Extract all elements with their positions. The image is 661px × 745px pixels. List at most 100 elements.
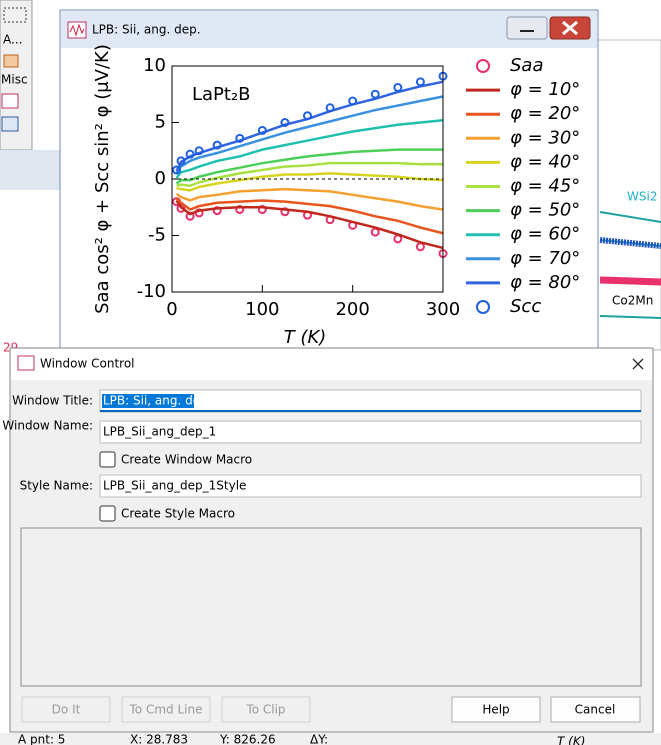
field-label: Window Title: [12, 394, 93, 408]
series-line [175, 199, 444, 250]
data-point [393, 82, 403, 92]
data-point [280, 118, 290, 127]
status-text: T (K) [557, 735, 585, 745]
button-label[interactable]: Cancel [575, 703, 616, 717]
close-icon [562, 20, 578, 36]
annotation: LaPt₂B [192, 84, 251, 105]
legend-label: φ = 20° [510, 103, 580, 124]
data-point [257, 125, 267, 135]
y-tick-label: 0 [155, 168, 166, 189]
dialog-close[interactable] [632, 358, 644, 370]
draw-tool[interactable] [3, 54, 19, 68]
button[interactable] [121, 696, 211, 723]
legend-label: Saa [510, 55, 544, 76]
legend-label: φ = 30° [510, 127, 580, 148]
y-tick-label: 10 [143, 55, 166, 76]
button-label[interactable]: To Cmd Line [129, 703, 203, 717]
button-label[interactable]: Do It [52, 703, 81, 717]
button[interactable] [451, 696, 541, 723]
field-label: Style Name: [20, 479, 93, 493]
checkbox[interactable] [99, 505, 116, 522]
legend-label: φ = 80° [510, 272, 580, 293]
chart: T (K) Saa cos² φ + Scc sin² φ (μV/K) LaP… [92, 44, 580, 348]
y-tick-label: 5 [155, 112, 166, 133]
status-text: A pnt: 5 [18, 733, 65, 745]
series-line [175, 187, 444, 211]
legend-label: Scc [510, 296, 541, 317]
series-line [176, 161, 443, 188]
data-point [194, 146, 204, 156]
status-text: X: 28.783 [130, 733, 188, 745]
plot-area [172, 71, 448, 259]
series-line [175, 95, 444, 175]
data-point [235, 133, 245, 143]
data-point [185, 149, 195, 159]
background-curve [599, 276, 661, 286]
legend-symbol [476, 300, 490, 314]
data-point [212, 140, 222, 150]
x-tick-label: 200 [335, 299, 369, 320]
button[interactable] [21, 696, 111, 723]
button[interactable] [550, 696, 641, 723]
x-tick-label: 0 [166, 299, 177, 320]
legend-label: φ = 10° [510, 79, 580, 100]
data-point [176, 156, 186, 166]
series-line [176, 172, 444, 192]
marquee-tool[interactable] [3, 7, 27, 23]
dialog-title: Window Control [40, 357, 135, 371]
y-tick-label: -5 [148, 225, 166, 246]
command-preview [20, 527, 642, 687]
series-line [175, 118, 444, 179]
y-axis-label: Saa cos² φ + Scc sin² φ (μV/K) [92, 44, 113, 314]
checkbox[interactable] [99, 451, 116, 468]
data-point [348, 96, 358, 106]
legend-label: φ = 50° [510, 200, 580, 221]
field-value[interactable]: LPB_Sii_ang_dep_1 [103, 425, 216, 439]
data-point [415, 77, 425, 87]
legend-label: φ = 40° [510, 151, 580, 172]
series-line [175, 148, 443, 185]
graph-window-title: LPB: Sii, ang. dep. [92, 23, 201, 37]
background-label: WSi2 [627, 190, 657, 204]
background-window [0, 150, 60, 190]
status-text: ΔY: [310, 733, 328, 745]
series-line [175, 197, 444, 235]
field-value[interactable]: LPB: Sii, ang. dep. [103, 394, 212, 408]
data-point [370, 89, 380, 99]
button-label[interactable]: Help [482, 703, 509, 717]
background-label: Co2Mn [612, 294, 653, 308]
button[interactable] [221, 696, 311, 723]
graph-icon[interactable] [1, 93, 19, 109]
x-tick-label: 300 [426, 299, 460, 320]
dialog-icon [17, 355, 35, 371]
checkbox-label[interactable]: Create Window Macro [121, 453, 252, 467]
data-point [172, 165, 182, 175]
y-tick-label: -10 [137, 281, 166, 302]
field-value[interactable]: LPB_Sii_ang_dep_1Style [103, 479, 246, 493]
legend-label: φ = 60° [510, 224, 580, 245]
status-bar [0, 733, 661, 745]
background-curve [599, 237, 661, 249]
dialog-titlebar [11, 349, 652, 380]
graph-window [59, 9, 599, 356]
graph-window-icon [69, 23, 85, 37]
checkbox-label[interactable]: Create Style Macro [121, 507, 235, 521]
legend-symbol [476, 59, 490, 73]
x-axis-label: T (K) [284, 327, 327, 348]
selection [102, 394, 194, 408]
misc-tool[interactable]: Misc [1, 73, 28, 87]
table-icon[interactable] [1, 116, 19, 132]
button-label[interactable]: To Clip [245, 703, 285, 717]
text-field[interactable] [99, 474, 642, 498]
x-tick-label: 100 [245, 299, 279, 320]
text-field[interactable] [99, 420, 642, 444]
data-point [303, 111, 312, 121]
legend-label: φ = 70° [510, 248, 580, 269]
status-text: Y: 826.26 [219, 733, 276, 745]
text-tool[interactable]: A... [3, 33, 22, 47]
minimize-button[interactable] [506, 16, 548, 40]
data-point [325, 103, 335, 113]
legend-label: φ = 45° [510, 176, 580, 197]
field-label: Window Name: [2, 419, 93, 433]
